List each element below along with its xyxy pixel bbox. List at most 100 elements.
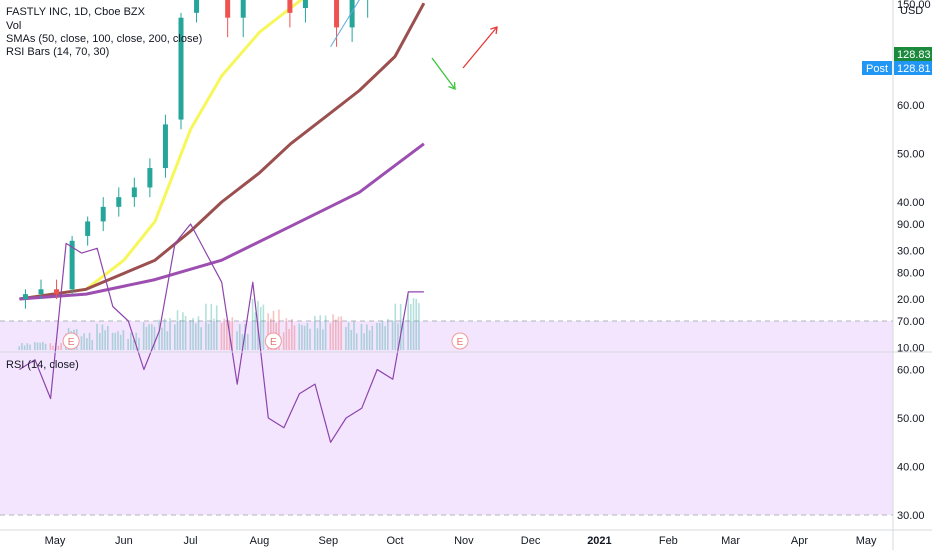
candle-body [287, 0, 293, 13]
earnings-marker [264, 332, 282, 350]
candle-body [100, 206, 106, 222]
volume-bar [60, 343, 62, 350]
legend-vol[interactable]: Vol [6, 20, 21, 32]
candle-body [162, 124, 168, 169]
volume-bar [91, 340, 94, 350]
time-tick-label: Apr [791, 535, 808, 547]
chart-title[interactable]: FASTLY INC, 1D, Cboe BZX [6, 6, 146, 18]
volume-bar [176, 310, 179, 350]
volume-bar [363, 333, 365, 350]
currency-label: USD [900, 5, 923, 17]
volume-bar [334, 319, 337, 350]
volume-bar [145, 326, 148, 350]
volume-bar [39, 342, 41, 350]
volume-bar [114, 332, 117, 350]
volume-bar [98, 333, 101, 350]
last-price-badge: 128.83 [894, 47, 932, 61]
volume-bar [189, 320, 192, 350]
volume-bar [83, 333, 85, 350]
volume-bar [215, 305, 218, 350]
volume-bar [161, 327, 163, 350]
axis-top-partial: 150.00 [897, 0, 931, 11]
candle-body [54, 289, 60, 295]
volume-bar [21, 343, 23, 350]
rsi-tick-label: 40.00 [897, 462, 925, 474]
price-tick-label: 10.00 [897, 343, 925, 355]
rsi-axis[interactable]: 30.00 40.00 50.00 60.00 70.00 80.00 90.00 [897, 219, 925, 522]
volume-bar [220, 322, 223, 350]
volume-bar [353, 321, 355, 350]
volume-bar [303, 325, 306, 350]
volume-bar [316, 328, 319, 350]
volume-bar [360, 323, 363, 350]
volume-bar [158, 319, 161, 350]
volume-bar [298, 323, 301, 350]
rsi-tick-label: 30.00 [897, 510, 925, 522]
price-tick-label: 50.00 [897, 149, 925, 161]
volume-bar [282, 332, 285, 350]
price-tick-label: 20.00 [897, 294, 925, 306]
price-tick-label: 60.00 [897, 100, 925, 112]
volume-bar [309, 328, 311, 350]
earnings-marker-label: E [457, 337, 464, 348]
earnings-marker [451, 332, 469, 350]
rsi-tick-label: 50.00 [897, 413, 925, 425]
legend-smas[interactable]: SMAs (50, close, 100, close, 200, close) [6, 33, 202, 45]
volume-bar [36, 342, 39, 350]
volume-bar [288, 328, 290, 350]
time-tick-label: Oct [386, 535, 403, 547]
sma-lines [19, 0, 426, 301]
time-tick-label: Mar [721, 535, 740, 547]
time-tick-label: May [45, 535, 66, 547]
annotations [330, 0, 498, 90]
volume-bar [127, 338, 129, 350]
candles [22, 0, 369, 309]
volume-bar [184, 315, 187, 350]
rsi-tick-label: 60.00 [897, 365, 925, 377]
volume-bar [166, 331, 169, 350]
volume-bar [407, 294, 409, 350]
volume-bar [332, 314, 334, 350]
volume-bar [138, 337, 140, 350]
candle-body [69, 240, 75, 290]
time-tick-label: Feb [659, 535, 678, 547]
volume-bar [130, 332, 132, 350]
rsi-band [0, 321, 893, 515]
volume-bar [96, 323, 98, 350]
volume-bar [49, 343, 52, 350]
candle-body [302, 0, 308, 8]
candle-body [38, 289, 44, 295]
volume-bar [236, 331, 238, 350]
time-tick-label: May [856, 535, 877, 547]
volume-bar [163, 318, 166, 350]
post-price-value: 128.81 [897, 63, 931, 75]
time-axis[interactable]: May Jun Jul Aug Sep Oct Nov Dec 2021 Feb Mar Apr May [45, 535, 877, 547]
volume-bar [101, 324, 104, 350]
volume-bar [223, 318, 225, 350]
volume-bar [402, 318, 405, 350]
volume-bar [117, 331, 119, 350]
candle-body [194, 0, 200, 13]
volume-bar [394, 303, 397, 350]
volume-bar [345, 326, 347, 350]
volume-bar [322, 329, 324, 350]
candle-body [22, 294, 28, 299]
sma-line [19, 142, 425, 301]
volume-bar [381, 320, 384, 350]
volume-bar [376, 322, 378, 350]
up-arrow [462, 26, 498, 69]
volume-bar [391, 320, 394, 350]
volume-bar [34, 342, 36, 350]
time-tick-label: Jun [115, 535, 133, 547]
legend-rsi-bars[interactable]: RSI Bars (14, 70, 30) [6, 46, 109, 58]
volume-bar [244, 323, 246, 350]
time-tick-label: Nov [454, 535, 474, 547]
rsi-panel [19, 223, 424, 443]
rsi-title[interactable]: RSI (14, close) [6, 359, 79, 371]
volume-bar [397, 323, 399, 350]
volume-bar [135, 332, 138, 350]
candle-body [147, 168, 153, 188]
volume-bar [26, 343, 29, 350]
